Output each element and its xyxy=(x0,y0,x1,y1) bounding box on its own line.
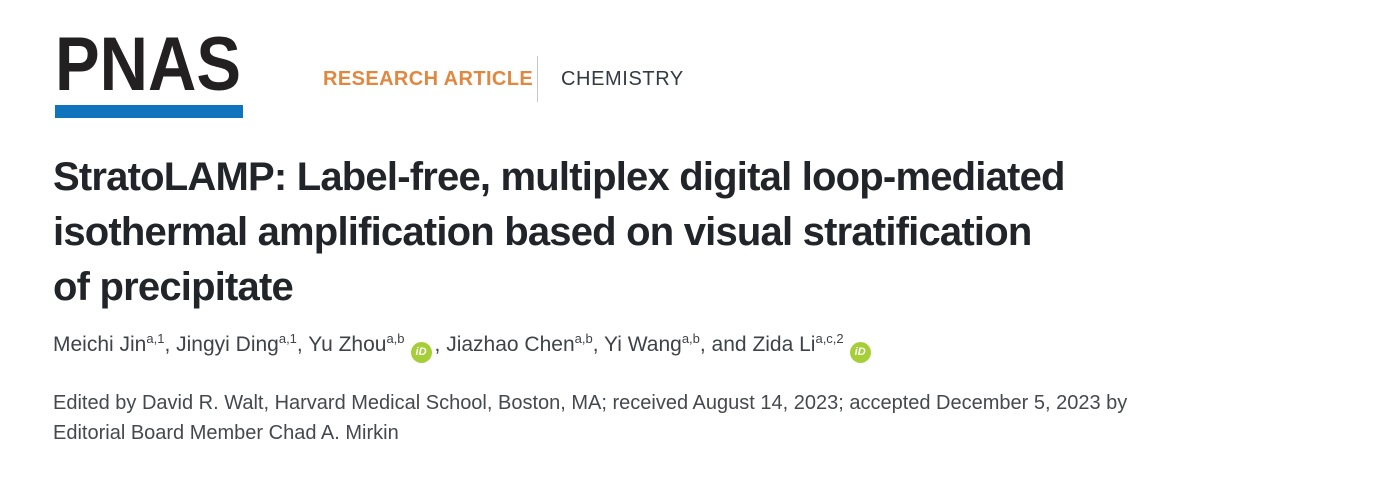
pnas-logo[interactable]: PNAS xyxy=(55,22,245,118)
author-name: Yu Zhou xyxy=(308,333,387,356)
author-affiliation-sup: a,1 xyxy=(278,331,297,346)
category-link[interactable]: CHEMISTRY xyxy=(561,68,684,90)
orcid-icon[interactable]: iD xyxy=(410,342,432,363)
author-name: Zida Li xyxy=(752,333,816,356)
author-affiliation-sup: a,b xyxy=(681,331,700,346)
article-type-link[interactable]: RESEARCH ARTICLE xyxy=(323,68,534,90)
author-separator: , and xyxy=(699,333,753,356)
title-line-3: of precipitate xyxy=(53,265,294,309)
author-list: Meichi Jina,1, Jingyi Dinga,1, Yu Zhoua,… xyxy=(53,331,874,363)
author-name: Meichi Jin xyxy=(53,333,147,356)
author-name: Jiazhao Chen xyxy=(446,333,575,356)
author-affiliation-sup: a,1 xyxy=(146,331,165,346)
author-name: Yi Wang xyxy=(604,333,682,356)
edited-by-note: Edited by David R. Walt, Harvard Medical… xyxy=(53,388,1127,448)
edited-by-line-2: Editorial Board Member Chad A. Mirkin xyxy=(53,422,399,444)
author-separator: , xyxy=(296,333,309,356)
author-name: Jingyi Ding xyxy=(176,333,279,356)
vertical-divider xyxy=(537,56,538,102)
author-affiliation-sup: a,b xyxy=(386,331,405,346)
title-line-1: StratoLAMP: Label-free, multiplex digita… xyxy=(53,155,1065,199)
orcid-icon[interactable]: iD xyxy=(849,342,871,363)
author-separator: , xyxy=(434,333,447,356)
pnas-logo-text: PNAS xyxy=(55,32,241,96)
title-line-2: isothermal amplification based on visual… xyxy=(53,210,1032,254)
edited-by-line-1: Edited by David R. Walt, Harvard Medical… xyxy=(53,392,1128,414)
author-affiliation-sup: a,b xyxy=(574,331,593,346)
author-affiliation-sup: a,c,2 xyxy=(815,331,844,346)
author-separator: , xyxy=(592,333,604,356)
pnas-logo-wordmark: PNAS xyxy=(55,22,241,107)
article-title: StratoLAMP: Label-free, multiplex digita… xyxy=(53,150,1065,315)
pnas-logo-bar xyxy=(55,105,243,118)
author-separator: , xyxy=(164,333,177,356)
